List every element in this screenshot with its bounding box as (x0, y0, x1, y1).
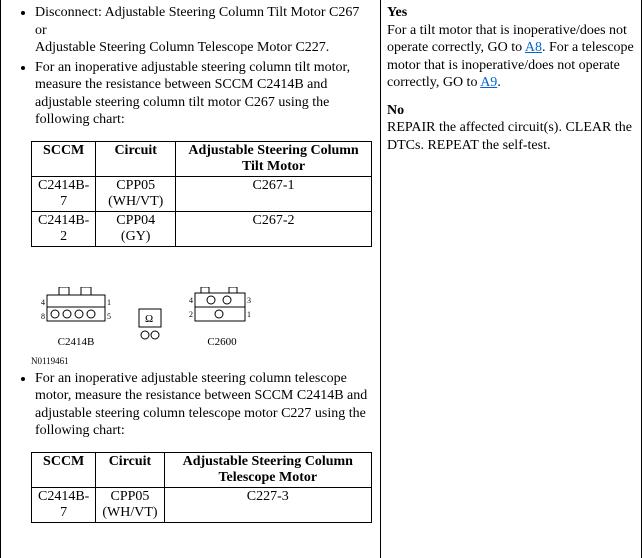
table-row: C2414B-7 CPP05(WH/VT) C267-1 (32, 176, 372, 211)
bullet-list-2: For an inoperative adjustable steering c… (13, 370, 372, 440)
t2-h-motor: Adjustable Steering Column Telescope Mot… (164, 452, 371, 487)
t1-r1-sccm-b: 7 (60, 194, 67, 209)
no-label: No (387, 103, 404, 118)
yes-block: Yes For a tilt motor that is inoperative… (387, 4, 635, 92)
conn-left-label: C2414B (41, 336, 111, 348)
yes-text-c: . (497, 75, 501, 90)
t2-r1-motor: C227-3 (164, 487, 371, 522)
svg-text:5: 5 (107, 312, 111, 321)
bullet-telescope-measure: For an inoperative adjustable steering c… (35, 370, 372, 440)
connector-icon: 4 3 2 1 (189, 287, 255, 329)
svg-text:1: 1 (247, 310, 251, 319)
svg-text:Ω: Ω (145, 313, 153, 325)
table-row: C2414B-7 CPP05(WH/VT) C227-3 (32, 487, 372, 522)
bullet-list-1: Disconnect: Adjustable Steering Column T… (13, 4, 372, 129)
telescope-motor-table: SCCM Circuit Adjustable Steering Column … (31, 452, 372, 523)
link-a9[interactable]: A9 (480, 75, 497, 90)
conn-right-label: C2600 (189, 336, 255, 348)
connector-right-group: 4 3 2 1 C2600 (189, 287, 255, 348)
t1-r2-sccm-a: C2414B- (38, 213, 89, 228)
svg-text:1: 1 (107, 298, 111, 307)
svg-text:3: 3 (247, 296, 251, 305)
t1-h-circuit: Circuit (96, 141, 176, 176)
t2-r1-circ-a: CPP05 (110, 489, 149, 504)
table-row: C2414B-2 CPP04 (GY) C267-2 (32, 211, 372, 246)
ohmmeter-group: Ω (135, 303, 165, 348)
t2-r1-sccm-b: 7 (60, 505, 67, 520)
t2-h-circuit: Circuit (96, 452, 164, 487)
bullet-tilt-measure: For an inoperative adjustable steering c… (35, 59, 372, 129)
bullet1-line2: Adjustable Steering Column Telescope Mot… (35, 40, 329, 55)
t1-h-motor: Adjustable Steering Column Tilt Motor (176, 141, 372, 176)
decision-column: Yes For a tilt motor that is inoperative… (380, 0, 642, 558)
bullet1-line1: Disconnect: Adjustable Steering Column T… (35, 5, 359, 38)
bullet-disconnect: Disconnect: Adjustable Steering Column T… (35, 4, 372, 57)
t1-r2-circ-a: CPP04 (GY) (116, 213, 155, 244)
tilt-motor-table: SCCM Circuit Adjustable Steering Column … (31, 141, 372, 247)
t1-r1-sccm-a: C2414B- (38, 178, 89, 193)
t1-r1-circ-b: (WH/VT) (108, 194, 163, 209)
t2-r1-circ-b: (WH/VT) (102, 505, 157, 520)
svg-text:2: 2 (189, 310, 193, 319)
t2-h-sccm: SCCM (32, 452, 96, 487)
no-block: No REPAIR the affected circuit(s). CLEAR… (387, 102, 635, 155)
t1-r2-motor: C267-2 (176, 211, 372, 246)
connector-left-group: 4 1 8 5 C2414B (41, 287, 111, 348)
t1-h-sccm: SCCM (32, 141, 96, 176)
connector-diagram: 4 1 8 5 C2414B Ω (41, 287, 372, 348)
yes-label: Yes (387, 5, 407, 20)
instructions-column: Disconnect: Adjustable Steering Column T… (0, 0, 380, 558)
svg-text:4: 4 (41, 298, 45, 307)
diagram-id: N0119461 (31, 356, 372, 366)
no-text: REPAIR the affected circuit(s). CLEAR th… (387, 120, 632, 153)
svg-text:8: 8 (41, 312, 45, 321)
t1-r1-motor: C267-1 (176, 176, 372, 211)
svg-text:4: 4 (189, 296, 193, 305)
connector-icon: 4 1 8 5 (41, 287, 111, 329)
ohmmeter-icon: Ω (135, 303, 165, 345)
link-a8[interactable]: A8 (525, 40, 542, 55)
t1-r1-circ-a: CPP05 (116, 178, 155, 193)
t1-r2-sccm-b: 2 (60, 229, 67, 244)
t2-r1-sccm-a: C2414B- (38, 489, 89, 504)
